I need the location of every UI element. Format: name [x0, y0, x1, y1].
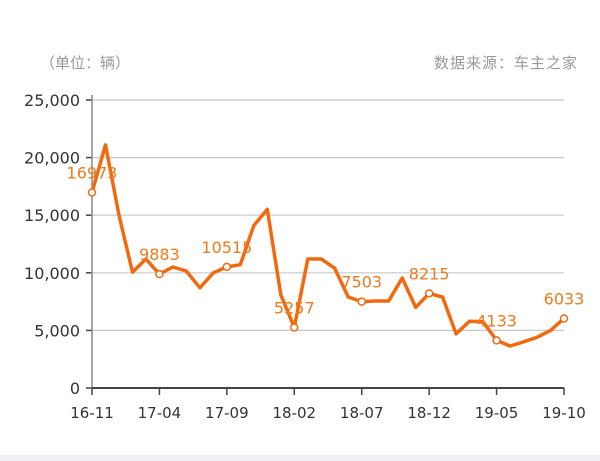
- x-tick-label: 18-02: [272, 404, 316, 422]
- labeled-point-marker: [357, 297, 366, 306]
- data-label: 16973: [67, 163, 118, 182]
- labeled-point-marker: [290, 323, 299, 332]
- y-tick-label: 10,000: [24, 264, 80, 283]
- labeled-point-marker: [87, 188, 97, 197]
- x-tick-label: 18-07: [340, 404, 384, 422]
- y-tick-label: 0: [70, 379, 80, 398]
- bottom-strip: [0, 455, 600, 461]
- labeled-point-marker: [559, 314, 569, 323]
- data-label: 5257: [274, 298, 315, 317]
- y-tick-label: 25,000: [24, 91, 80, 110]
- data-label: 9883: [139, 245, 180, 264]
- labeled-point-marker: [222, 262, 232, 272]
- x-tick-label: 19-10: [542, 404, 586, 422]
- data-label: 6033: [544, 289, 585, 308]
- data-label: 10515: [201, 238, 252, 257]
- data-label: 7503: [341, 273, 382, 292]
- data-label: 8215: [409, 264, 450, 283]
- labeled-point-marker: [492, 336, 501, 345]
- labeled-point-marker: [155, 269, 164, 279]
- y-tick-label: 20,000: [24, 149, 80, 168]
- series-line: [90, 143, 566, 348]
- y-tick-label: 15,000: [24, 206, 80, 225]
- x-tick-label: 18-12: [407, 404, 451, 422]
- x-tick-label: 16-11: [70, 404, 114, 422]
- y-tick-label: 5,000: [34, 321, 80, 340]
- x-tick-label: 19-05: [475, 404, 519, 422]
- data-label: 4133: [476, 311, 517, 330]
- unit-label: （单位：辆）: [40, 54, 131, 72]
- labeled-point-marker: [424, 289, 434, 298]
- source-label: 数据来源：车主之家: [433, 54, 578, 72]
- x-tick-label: 17-04: [138, 404, 182, 422]
- x-tick-label: 17-09: [205, 404, 249, 422]
